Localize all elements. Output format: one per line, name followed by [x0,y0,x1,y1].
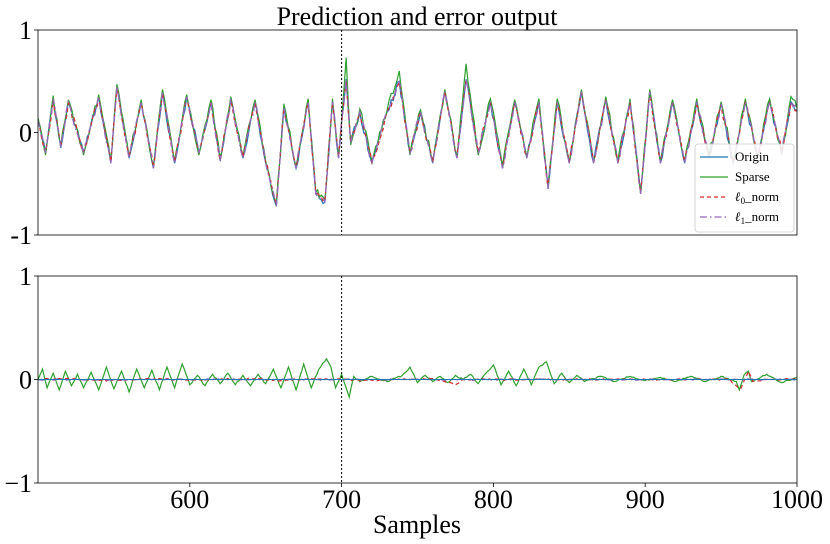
x-tick-label: 900 [626,485,665,514]
axes-frame [37,29,798,236]
legend: Origin Sparse ℓ0_norm ℓ1_norm [694,143,795,233]
y-tick-label: 0 [19,119,32,148]
legend-label: Origin [735,149,769,164]
series-line-sparse [38,57,797,205]
legend-label: ℓ0_norm [735,189,779,206]
x-axis-label: Samples [373,510,461,539]
y-tick-label: 0 [19,366,32,395]
y-tick-label: 1 [19,16,32,45]
y-tick-label: −1 [4,469,32,498]
y-tick-label: 1 [19,262,32,291]
legend-label: ℓ1_norm [735,209,779,226]
bottom-plot-panel: −1 0 1 600 700 800 900 1000 [4,262,823,514]
x-tick-label: 700 [322,485,361,514]
series-line-sparse-error [38,357,797,400]
x-tick-label: 800 [474,485,513,514]
y-tick-label: -1 [10,221,32,250]
x-tick-label: 1000 [771,485,823,514]
legend-label: Sparse [735,169,770,184]
chart-title: Prediction and error output [277,2,559,31]
series-line--1-norm [38,79,797,207]
x-tick-label: 600 [170,485,209,514]
legend-box [694,143,795,233]
series-group [38,57,797,207]
series-line-origin [38,79,797,207]
top-plot-panel: -1 0 1 Origin Sparse ℓ0_norm ℓ1_norm [10,16,798,250]
series-line--0-norm [38,80,797,206]
series-group [38,357,797,400]
